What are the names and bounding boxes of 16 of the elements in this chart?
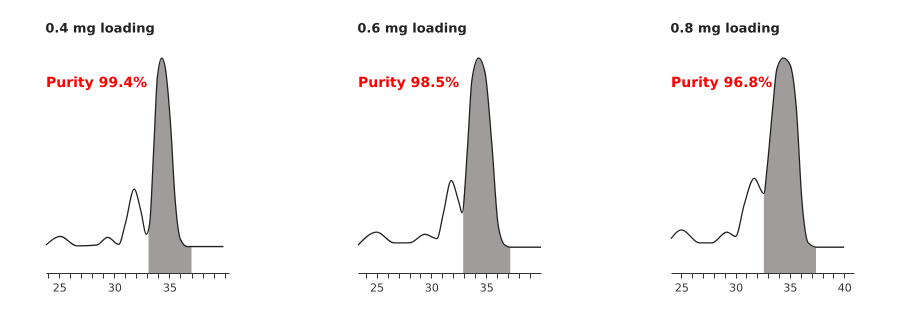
x-tick-label: 35 <box>480 282 494 294</box>
x-tick-label: 30 <box>108 282 122 294</box>
x-tick-label: 35 <box>783 282 798 294</box>
chart-title: 0.8 mg loading <box>670 21 780 36</box>
x-tick-label: 30 <box>729 282 744 294</box>
chart-title: 0.4 mg loading <box>45 21 155 36</box>
x-tick-label: 25 <box>674 282 689 294</box>
x-tick-label: 40 <box>838 282 852 294</box>
annotation: Purity 99.4% <box>46 75 148 91</box>
chart-title: 0.6 mg loading <box>357 21 467 36</box>
x-tick-label: 35 <box>162 282 177 294</box>
annotation: Purity 98.5% <box>358 75 460 91</box>
x-tick-label: 30 <box>424 282 439 294</box>
x-tick-label: 25 <box>370 282 384 294</box>
x-tick-label: 25 <box>52 282 67 294</box>
annotation: Purity 96.8% <box>671 75 772 91</box>
